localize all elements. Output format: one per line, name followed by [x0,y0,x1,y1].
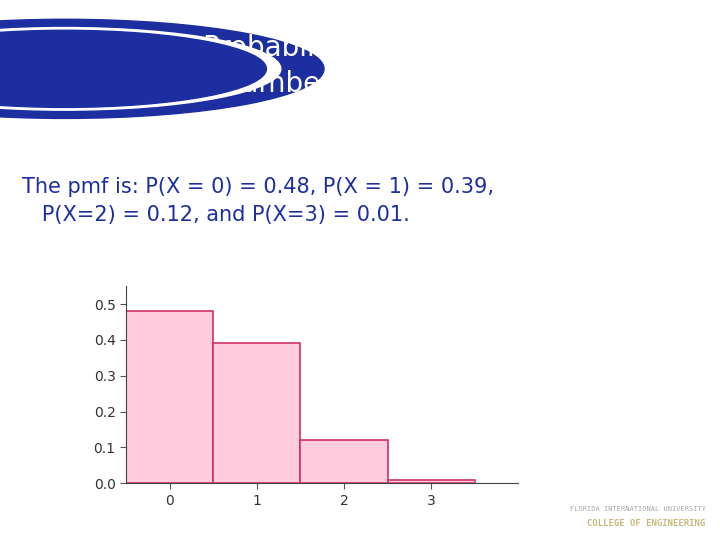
Circle shape [0,19,324,118]
Text: Probability Histogram for the
Number of Flaws in a Wire: Probability Histogram for the Number of … [202,33,604,98]
Bar [213,343,300,483]
Text: COLLEGE OF ENGINEERING: COLLEGE OF ENGINEERING [588,519,706,528]
Text: 18: 18 [683,501,698,514]
Bar [387,480,474,483]
Bar [126,311,213,483]
Text: FLORIDA INTERNATIONAL UNIVERSITY: FLORIDA INTERNATIONAL UNIVERSITY [570,506,706,512]
Circle shape [0,30,266,107]
Text: The pmf is: P(X = 0) = 0.48, P(X = 1) = 0.39,
   P(X=2) = 0.12, and P(X=3) = 0.0: The pmf is: P(X = 0) = 0.48, P(X = 1) = … [22,177,494,225]
Circle shape [0,17,338,121]
Bar [300,440,387,483]
Circle shape [0,28,281,110]
